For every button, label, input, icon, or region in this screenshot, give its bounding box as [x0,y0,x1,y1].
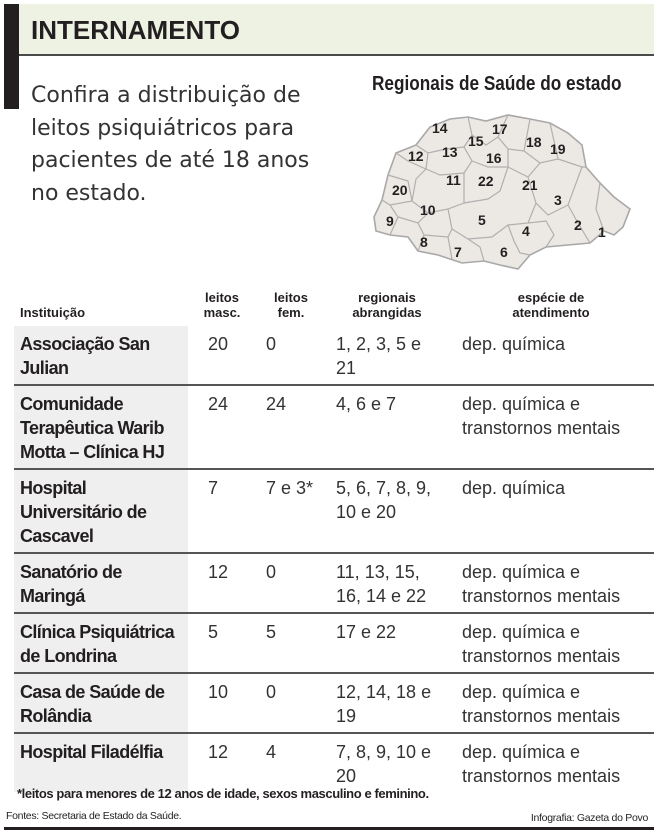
table-row: Hospital Filadélfia 12 4 7, 8, 9, 10 e 2… [14,733,654,792]
cell-leitos-fem: 0 [256,326,326,386]
cell-regionais: 17 e 22 [326,613,448,674]
footnote: *leitos para menores de 12 anos de idade… [17,786,429,801]
cell-especie: dep. química e transtornos mentais [448,673,654,734]
cell-instituicao: Casa de Saúde de Rolândia [14,673,188,734]
cell-leitos-fem: 0 [256,673,326,734]
source-credit: Fontes: Secretaria de Estado da Saúde. [6,810,182,822]
svg-text:17: 17 [492,121,508,137]
cell-instituicao: Sanatório de Maringá [14,553,188,614]
intro-text: Confira a distribuição de leitos psiquiá… [31,83,310,206]
cell-regionais: 7, 8, 9, 10 e 20 [336,742,432,786]
cell-especie: dep. química e transtornos mentais [462,742,621,786]
svg-text:11: 11 [446,172,461,188]
header-band: INTERNAMENTO [19,4,654,56]
svg-text:15: 15 [468,133,484,149]
table-row: Comunidade Terapêutica Warib Motta – Clí… [14,385,654,470]
svg-text:12: 12 [408,148,424,164]
cell-leitos-fem: 7 e 3* [256,469,326,554]
svg-text:22: 22 [478,173,494,189]
cell-instituicao: Hospital Filadélfia [14,733,188,792]
cell-especie: dep. química e transtornos mentais [448,613,654,674]
table-header-row: Instituição leitos masc. leitos fem. regio… [14,290,654,326]
cell-leitos-masc: 10 [188,673,256,734]
cell-instituicao: Clínica Psiquiátrica de Londrina [14,613,188,674]
col-header-instituicao: Instituição [20,305,86,320]
cell-leitos-fem: 4 [266,742,277,762]
cell-especie: dep. química e transtornos mentais [448,385,654,470]
cell-leitos-masc: 12 [208,742,229,762]
cell-leitos-fem: 0 [256,553,326,614]
table-row: Hospital Universitário de Cascavel 7 7 e… [14,469,654,554]
cell-regionais: 5, 6, 7, 8, 9, 10 e 20 [326,469,448,554]
cell-leitos-fem: 5 [256,613,326,674]
cell-leitos-masc: 12 [188,553,256,614]
svg-text:20: 20 [392,182,408,198]
cell-leitos-masc: 24 [188,385,256,470]
svg-text:1: 1 [598,224,606,240]
cell-especie: dep. química [448,469,654,554]
cell-instituicao: Comunidade Terapêutica Warib Motta – Clí… [14,385,188,470]
cell-especie: dep. química [448,326,654,386]
svg-text:3: 3 [554,192,562,208]
page-title: INTERNAMENTO [31,15,240,45]
cell-regionais: 4, 6 e 7 [326,385,448,470]
cell-regionais: 12, 14, 18 e 19 [326,673,448,734]
cell-leitos-masc: 20 [188,326,256,386]
svg-text:7: 7 [454,244,462,260]
cell-regionais: 1, 2, 3, 5 e 21 [326,326,448,386]
cell-regionais: 11, 13, 15, 16, 14 e 22 [326,553,448,614]
cell-especie: dep. química e transtornos mentais [448,553,654,614]
svg-text:8: 8 [420,234,428,250]
cell-instituicao: Associação San Julian [14,326,188,386]
beds-table: Instituição leitos masc. leitos fem. regio… [14,290,654,792]
svg-text:6: 6 [500,244,508,260]
svg-text:13: 13 [442,144,458,160]
svg-text:9: 9 [386,213,394,229]
bottom-rule [4,827,654,830]
svg-text:16: 16 [486,150,502,166]
table-row: Sanatório de Maringá 12 0 11, 13, 15, 16… [14,553,654,614]
svg-text:19: 19 [550,141,566,157]
table-row: Associação San Julian 20 0 1, 2, 3, 5 e … [14,326,654,386]
col-header-leitos-masc: leitos masc. [203,290,241,320]
svg-text:5: 5 [478,212,486,228]
svg-text:14: 14 [432,120,448,136]
col-header-leitos-fem: leitos fem. [274,290,308,320]
cell-leitos-fem: 24 [256,385,326,470]
cell-leitos-masc: 7 [188,469,256,554]
map-title: Regionais de Saúde do estado [372,73,622,95]
svg-text:4: 4 [522,223,530,239]
infographic-credit: Infografia: Gazeta do Povo [530,812,648,824]
cell-instituicao: Hospital Universitário de Cascavel [14,469,188,554]
accent-bar [4,4,19,109]
cell-leitos-masc: 5 [188,613,256,674]
col-header-regionais: regionais abrangidas [352,290,422,320]
table-row: Clínica Psiquiátrica de Londrina 5 5 17 … [14,613,654,674]
svg-text:10: 10 [420,202,436,218]
table-row: Casa de Saúde de Rolândia 10 0 12, 14, 1… [14,673,654,734]
col-header-especie: espécie de atendimento [512,290,590,320]
parana-regions-map: 14 15 17 18 19 12 13 16 20 11 22 21 3 9 … [373,114,631,270]
svg-text:2: 2 [574,217,582,233]
svg-text:18: 18 [526,134,542,150]
svg-text:21: 21 [522,177,538,193]
